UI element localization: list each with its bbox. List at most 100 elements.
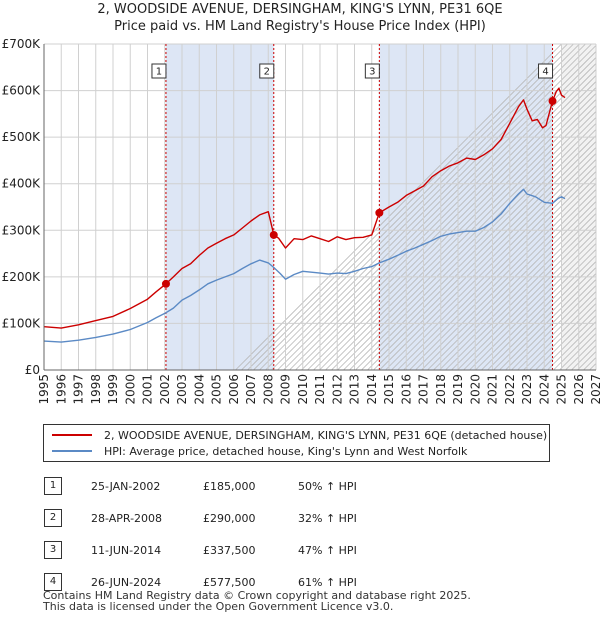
- sale-label-box: [259, 63, 275, 79]
- x-tick-label: 2020: [468, 374, 482, 405]
- clip-right: [596, 0, 600, 420]
- forecast-hatch-line: [517, 286, 600, 371]
- x-tick-label: 2018: [434, 374, 448, 405]
- transaction-hpi: 61% ↑ HPI: [298, 575, 357, 589]
- sale-point: [269, 230, 278, 239]
- y-tick-label: £200K: [2, 270, 42, 284]
- x-tick-label: 2009: [279, 374, 293, 405]
- forecast-hatch-line: [301, 70, 600, 371]
- y-tick-label: £0: [25, 363, 40, 377]
- forecast-hatch-line: [463, 232, 600, 371]
- forecast-hatch-line: [385, 154, 600, 371]
- table-row: 3 11-JUN-2014 £337,500 47% ↑ HPI: [43, 534, 357, 566]
- sale-point: [375, 208, 384, 217]
- x-tick-label: 1997: [72, 374, 86, 405]
- forecast-hatch-line: [481, 250, 600, 371]
- transaction-date: 11-JUN-2014: [91, 543, 162, 557]
- forecast-hatch-line: [373, 142, 600, 371]
- x-tick-label: 2004: [192, 374, 206, 405]
- forecast-hatch-line: [235, 43, 562, 371]
- x-tick-label: 2015: [382, 374, 396, 405]
- forecast-hatch-line: [259, 43, 586, 371]
- forecast-hatch-line: [331, 100, 600, 371]
- x-tick-label: 2010: [296, 374, 310, 405]
- forecast-hatch-line: [427, 196, 600, 371]
- transaction-price: £577,500: [203, 575, 256, 589]
- forecast-hatch-line: [535, 304, 600, 371]
- forecast-hatch-line: [253, 43, 580, 371]
- forecast-hatch-line: [499, 268, 600, 371]
- forecast-hatch-line: [445, 214, 600, 371]
- hpi-series-line: [43, 188, 566, 343]
- x-tick-label: 2027: [589, 374, 600, 405]
- x-tick-label: 2019: [451, 374, 465, 405]
- transaction-price: £290,000: [203, 511, 256, 525]
- forecast-hatch-line: [355, 124, 600, 371]
- x-tick-label: 2006: [227, 374, 241, 405]
- forecast-hatch-line: [451, 220, 600, 371]
- forecast-hatch-line: [505, 274, 600, 371]
- transaction-date: 26-JUN-2024: [91, 575, 162, 589]
- sale-label-text: 2: [264, 67, 270, 78]
- x-tick-label: 2007: [244, 374, 258, 405]
- sale-label-text: 4: [542, 67, 548, 78]
- forecast-hatch-line: [361, 130, 600, 371]
- transaction-date: 28-APR-2008: [91, 511, 163, 525]
- sale-label-box: [364, 63, 380, 79]
- forecast-hatch-line: [367, 136, 600, 371]
- legend-label-property: 2, WOODSIDE AVENUE, DERSINGHAM, KING'S L…: [104, 428, 548, 442]
- x-tick-label: 2012: [330, 374, 344, 405]
- sale-label-box: [538, 63, 554, 79]
- forecast-hatch-line: [337, 106, 600, 371]
- x-tick-label: 1996: [54, 374, 68, 405]
- y-tick-label: £600K: [2, 84, 42, 98]
- x-tick-label: 2005: [210, 374, 224, 405]
- x-tick-label: 2001: [141, 374, 155, 405]
- forecast-hatch-line: [313, 82, 600, 371]
- chart-subtitle: Price paid vs. HM Land Registry's House …: [114, 19, 486, 34]
- legend-item-hpi: HPI: Average price, detached house, King…: [52, 443, 467, 459]
- y-tick-label: £300K: [2, 223, 42, 237]
- table-row: 2 28-APR-2008 £290,000 32% ↑ HPI: [43, 502, 357, 534]
- x-tick-label: 2023: [520, 374, 534, 405]
- transaction-price: £185,000: [203, 479, 256, 493]
- y-tick-label: £400K: [2, 177, 42, 191]
- x-tick-label: 2014: [365, 374, 379, 405]
- forecast-hatch-line: [469, 238, 600, 371]
- forecast-hatch-line: [241, 43, 568, 371]
- chart-title: 2, WOODSIDE AVENUE, DERSINGHAM, KING'S L…: [97, 2, 503, 17]
- x-tick-label: 2022: [503, 374, 517, 405]
- forecast-hatch-line: [319, 88, 600, 371]
- clip-top: [559, 32, 598, 44]
- table-row: 4 26-JUN-2024 £577,500 61% ↑ HPI: [43, 566, 357, 598]
- sale-label-box: [151, 63, 167, 79]
- transaction-number: 2: [44, 509, 62, 527]
- y-tick-label: £100K: [2, 316, 42, 330]
- sale-label-text: 3: [369, 67, 375, 78]
- y-tick-label: £500K: [2, 130, 42, 144]
- x-tick-label: 1995: [37, 374, 51, 405]
- footer: Contains HM Land Registry data © Crown c…: [43, 590, 471, 612]
- legend-swatch-hpi: [52, 450, 92, 452]
- x-tick-label: 2016: [399, 374, 413, 405]
- transaction-date: 25-JAN-2002: [91, 479, 161, 493]
- legend-label-hpi: HPI: Average price, detached house, King…: [104, 444, 468, 458]
- x-tick-label: 2000: [123, 374, 137, 405]
- x-tick-label: 2026: [572, 374, 586, 405]
- x-tick-label: 2011: [313, 374, 327, 405]
- sale-point: [161, 279, 170, 288]
- table-row: 1 25-JAN-2002 £185,000 50% ↑ HPI: [43, 470, 357, 502]
- x-tick-label: 2008: [261, 374, 275, 405]
- transaction-price: £337,500: [203, 543, 256, 557]
- x-tick-label: 2017: [417, 374, 431, 405]
- forecast-hatch-line: [439, 208, 600, 371]
- sale-label-text: 1: [156, 67, 162, 78]
- y-tick-label: £700K: [2, 37, 42, 51]
- legend-swatch-property: [52, 434, 92, 436]
- transaction-hpi: 47% ↑ HPI: [298, 543, 357, 557]
- transaction-hpi: 50% ↑ HPI: [298, 479, 357, 493]
- price-chart: 1 2 3 4 £0 £100K £200K £300K £400K £500K £600K £70…: [1, 0, 600, 420]
- transaction-number: 4: [44, 573, 62, 591]
- sale-point: [548, 97, 557, 106]
- forecast-hatch-line: [529, 298, 600, 371]
